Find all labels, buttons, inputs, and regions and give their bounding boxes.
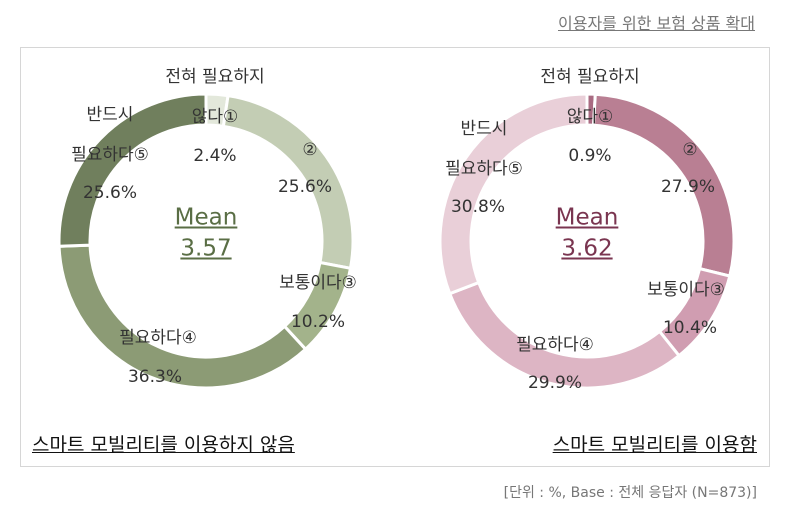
footer-note: [단위 : %, Base : 전체 응답자 (N=873)] (503, 485, 757, 501)
donut-segment (57, 243, 308, 390)
category-label: 반드시 필요하다⑤ (71, 105, 149, 165)
value-label: 27.9% (660, 177, 716, 197)
center-label: Mean (555, 204, 619, 231)
mean-value: 3.62 (561, 235, 613, 262)
chart-title: 스마트 모빌리티를 이용함 (552, 434, 757, 456)
value-label: 29.9% (527, 373, 583, 393)
header-title: 이용자를 위한 보험 상품 확대 (558, 14, 755, 33)
donut-segment (57, 92, 208, 248)
category-label: ② (682, 140, 698, 160)
value-label: 25.6% (82, 183, 138, 203)
category-label: 전혀 필요하지 않다① (540, 67, 640, 127)
chart-title: 스마트 모빌리티를 이용하지 않음 (32, 434, 295, 456)
value-label: 2.4% (193, 146, 237, 166)
value-label: 0.9% (568, 146, 612, 166)
category-label: 전혀 필요하지 않다① (165, 67, 265, 127)
category-label: ② (302, 140, 318, 160)
frame (20, 47, 770, 467)
donut-segment (438, 92, 589, 296)
value-label: 30.8% (450, 197, 506, 217)
center-label: Mean (174, 204, 238, 231)
value-label: 10.4% (662, 318, 718, 338)
category-label: 보통이다③ (647, 280, 725, 300)
mean-value: 3.57 (180, 235, 232, 262)
category-label: 필요하다④ (516, 335, 594, 355)
value-label: 36.3% (127, 367, 183, 387)
value-label: 25.6% (277, 177, 333, 197)
category-label: 반드시 필요하다⑤ (445, 119, 523, 179)
category-label: 보통이다③ (279, 273, 357, 293)
category-label: 필요하다④ (119, 328, 197, 348)
value-label: 10.2% (290, 312, 346, 332)
